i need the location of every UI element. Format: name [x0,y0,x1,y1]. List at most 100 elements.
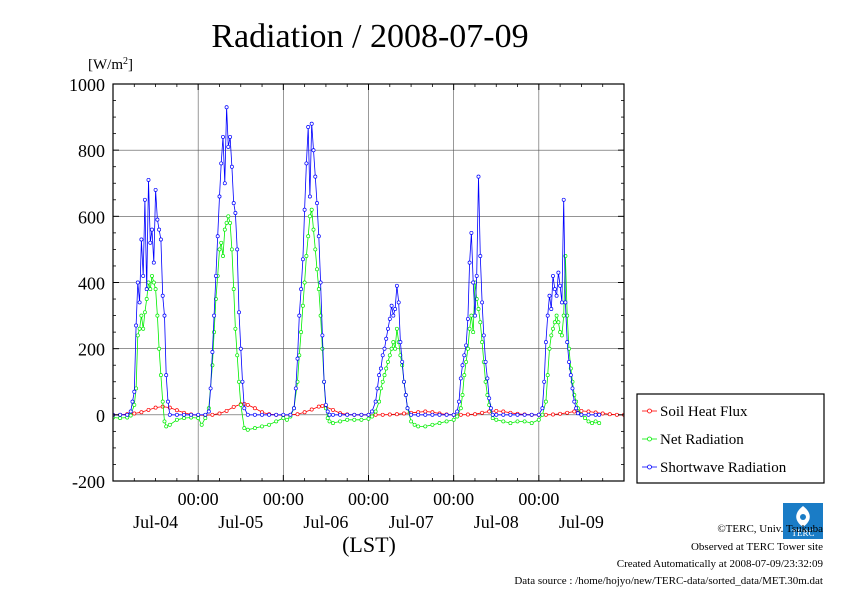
data-point [558,411,563,416]
data-point [547,346,552,351]
data-point [307,194,312,199]
data-point [130,399,135,404]
data-point [307,214,312,219]
data-point [593,412,598,417]
data-point [155,217,160,222]
data-point [579,412,584,417]
data-point [559,333,564,338]
data-point [300,257,305,262]
data-point [162,313,167,318]
data-point [167,412,172,417]
data-point [437,421,442,426]
data-point [313,247,318,252]
data-point [203,412,208,417]
data-point [226,214,231,219]
data-point [522,419,527,424]
data-point [352,417,357,422]
data-point [359,417,364,422]
data-point [235,247,240,252]
data-point [141,326,146,331]
data-point [551,273,555,278]
data-point [284,417,289,422]
data-point [480,300,485,305]
data-point [359,412,364,417]
data-point [203,416,208,421]
data-point [430,422,435,427]
data-point [315,267,319,272]
data-point [309,407,314,412]
data-point [554,293,559,298]
data-point [148,287,153,292]
data-point [274,412,279,417]
data-point [210,412,215,417]
data-point [302,410,307,415]
data-point [320,346,325,351]
data-point [579,408,584,413]
y-axis-label-main: [W/m [88,57,123,73]
data-point [219,240,224,245]
data-point [325,416,330,421]
data-point [325,409,330,414]
data-point [412,422,417,427]
data-point [302,280,307,285]
data-point [174,408,179,413]
legend-swatch-marker [647,464,652,470]
terc-logo-drop-icon [800,514,806,520]
data-point [558,330,563,335]
data-point [338,419,343,424]
data-point [416,424,421,429]
data-point [221,134,225,139]
data-point [297,313,302,318]
data-point [377,373,382,378]
data-point [345,417,350,422]
data-point [471,330,476,335]
data-point [196,412,201,417]
footer-observed: Observed at TERC Tower site [691,541,823,553]
data-point [304,161,309,166]
data-point [451,412,456,417]
data-point [338,412,343,417]
data-point [245,412,250,417]
data-point [552,287,557,292]
data-point [455,409,460,414]
data-point [144,297,149,301]
data-point [483,359,488,364]
data-point [460,363,465,368]
data-point [118,416,123,421]
data-point [378,386,383,391]
data-point [222,227,227,232]
data-point [158,373,163,378]
data-point [274,419,279,424]
data-point [245,402,250,407]
data-point [563,300,568,305]
data-point [423,412,428,417]
data-point [501,412,506,417]
data-point [222,181,227,186]
legend: Soil Heat Flux Net Radiation Shortwave Rad… [636,393,825,484]
data-point [228,220,233,225]
data-point [210,350,215,354]
data-point [467,326,472,331]
data-point [494,412,499,417]
data-point [393,346,398,351]
data-point [423,409,428,414]
data-point [508,421,513,426]
data-point [547,293,552,298]
axis-layer: -200 0 200 400 600 800 1000 00:00 00:00 00:00 00:0… [69,75,625,532]
legend-label: Soil Heat Flux [660,404,748,420]
data-point [139,313,144,318]
footer-source: Data source : /home/hojyo/new/TERC-data/… [514,575,823,587]
data-point [542,379,547,384]
data-point [455,414,460,419]
data-point [556,270,561,275]
data-point [465,346,470,351]
data-point [206,409,211,414]
data-point [522,412,527,417]
data-point [394,326,399,331]
data-point [572,409,577,414]
data-point [182,412,186,417]
data-point [240,379,245,384]
data-point [483,379,488,384]
data-point [540,406,545,411]
data-point [515,419,520,424]
